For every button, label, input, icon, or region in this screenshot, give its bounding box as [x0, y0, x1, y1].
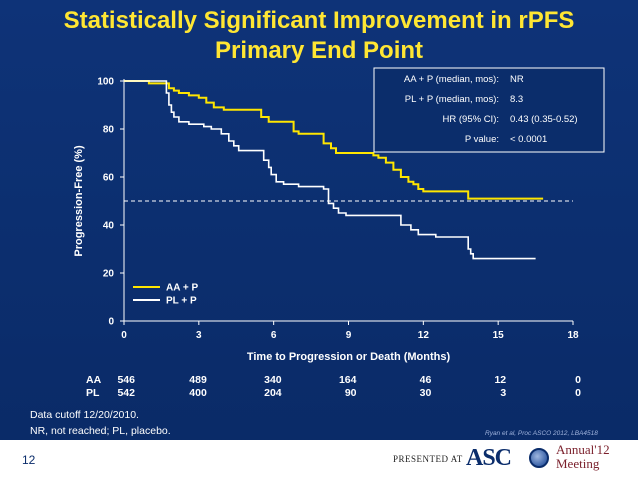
at-risk-aa-value: 546: [117, 374, 135, 386]
at-risk-aa-value: 46: [419, 374, 432, 386]
at-risk-aa-value: 340: [264, 374, 282, 386]
x-tick-label: 0: [121, 330, 127, 341]
km-chart: 0 3 6 9 12 15 18 0 20 40 60 80 100 Time to Progressio…: [73, 67, 605, 364]
y-tick-label: 80: [103, 125, 115, 136]
y-tick-label: 40: [103, 221, 115, 232]
slide-number: 12: [22, 453, 36, 467]
info-box-frame: [373, 67, 605, 153]
axes-layer: 0 3 6 9 12 15 18 0 20 40 60 80 100 Time to Progressio…: [73, 77, 579, 364]
info-value: 0.43 (0.35-0.52): [510, 114, 578, 125]
slide-title-line1: Statistically Significant Improvement in…: [63, 7, 575, 34]
y-tick-label: 100: [97, 77, 114, 88]
x-tick-label: 15: [493, 330, 505, 341]
annual-meeting-line1: Annual'12: [556, 442, 610, 457]
info-value: 8.3: [510, 94, 523, 105]
x-axis-label: Time to Progression or Death (Months): [247, 351, 451, 363]
y-tick-label: 20: [103, 269, 115, 280]
at-risk-pl-value: 90: [344, 387, 357, 399]
info-label: P value:: [465, 134, 499, 145]
info-value: NR: [510, 74, 524, 85]
x-tick-label: 3: [196, 330, 202, 341]
info-label: PL + P (median, mos):: [405, 94, 499, 105]
info-value: < 0.0001: [510, 134, 547, 145]
y-axis-label: Progression-Free (%): [73, 145, 85, 257]
at-risk-pl-value: 542: [117, 387, 135, 399]
at-risk-label-aa: AA: [86, 374, 102, 386]
y-tick-label: 60: [103, 173, 115, 184]
globe-icon: [529, 448, 549, 468]
slide-title-line2: Primary End Point: [214, 37, 424, 64]
at-risk-aa-value: 12: [494, 374, 507, 386]
annual-meeting-line2: Meeting: [556, 456, 600, 471]
x-tick-label: 6: [271, 330, 277, 341]
at-risk-aa-value: 164: [338, 374, 357, 386]
info-box: AA + P (median, mos): NR PL + P (median, m…: [373, 67, 605, 153]
citation: Ryan et al, Proc ASCO 2012, LBA4518: [485, 430, 598, 437]
at-risk-label-pl: PL: [86, 387, 100, 399]
at-risk-aa-value: 489: [189, 374, 207, 386]
series-line-pl-p: [124, 80, 536, 260]
at-risk-pl-value: 3: [500, 387, 507, 399]
legend: AA + P PL + P: [133, 283, 198, 307]
abbreviation-note: NR, not reached; PL, placebo.: [30, 425, 171, 437]
at-risk-pl-value: 30: [419, 387, 432, 399]
at-risk-pl-value: 0: [575, 387, 581, 399]
legend-entry: PL + P: [166, 296, 197, 307]
x-tick-label: 18: [567, 330, 579, 341]
series-layer: [124, 80, 544, 260]
at-risk-pl-value: 204: [264, 387, 282, 399]
x-tick-label: 9: [346, 330, 352, 341]
at-risk-pl-value: 400: [189, 387, 207, 399]
annual-meeting-logo: Annual'12 Meeting: [556, 443, 610, 471]
legend-entry: AA + P: [166, 283, 198, 294]
info-label: HR (95% CI):: [443, 114, 499, 125]
series-line-aa-p: [124, 80, 544, 200]
asco-logo: ASC: [466, 445, 512, 471]
data-cutoff-note: Data cutoff 12/20/2010.: [30, 409, 139, 421]
y-tick-label: 0: [108, 317, 114, 328]
info-label: AA + P (median, mos):: [404, 74, 499, 85]
x-tick-label: 12: [418, 330, 430, 341]
footer-bar: 12 PRESENTED AT ASC Annual'12 Meeting: [0, 440, 638, 479]
at-risk-aa-value: 0: [575, 374, 581, 386]
presented-at-label: PRESENTED AT: [393, 454, 463, 464]
